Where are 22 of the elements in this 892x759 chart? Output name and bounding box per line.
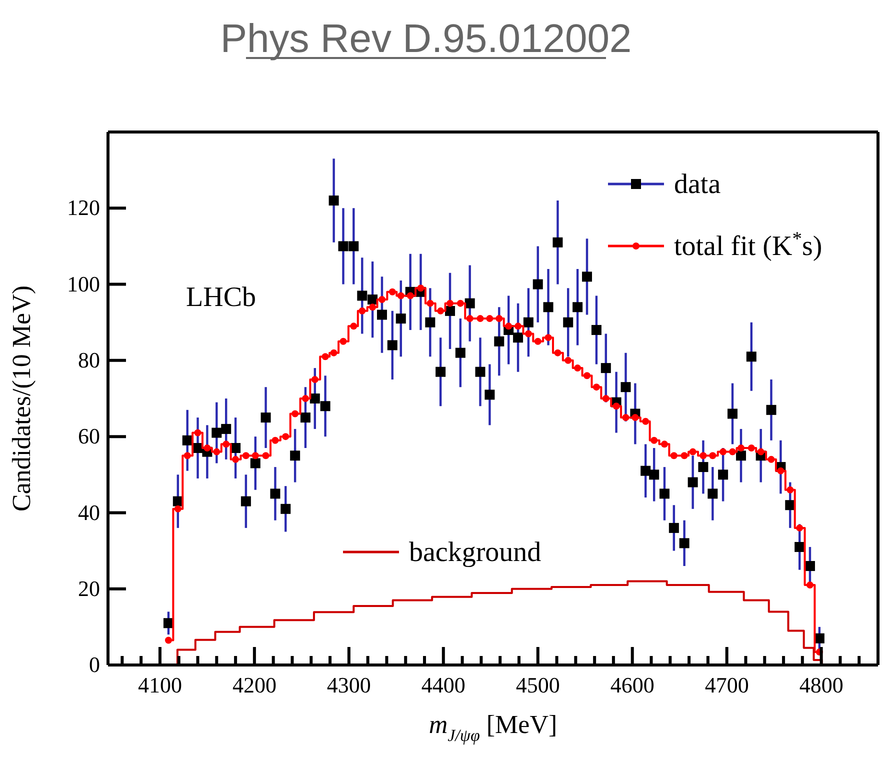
y-tick-label: 60 [78,424,100,449]
y-tick-label: 20 [78,576,100,601]
y-tick-label: 100 [67,271,100,296]
y-tick-label: 0 [89,652,100,678]
x-tick-label: 4500 [516,672,560,698]
x-tick-label: 4300 [326,672,371,698]
x-tick-label: 4800 [799,672,844,698]
x-tick-label: 4200 [232,672,276,698]
x-tick-label: 4400 [421,672,466,698]
x-tick-label: 4100 [138,672,182,698]
x-tick-label: 4700 [704,672,749,698]
x-axis-title: m$_{J/ψφ}$ [MeV] [428,710,558,745]
y-tick-label: 80 [78,347,100,372]
legend-label: data [674,169,722,200]
annotation: LHCb [186,282,256,313]
y-tick-label: 40 [78,500,100,525]
legend-label: total fit (K$^{*}$s) [674,228,822,262]
chart-title: Phys Rev D.95.012002 [220,17,632,61]
y-axis-title: Candidates/(10 MeV) [7,285,36,512]
y-tick-label: 120 [67,195,100,220]
legend-label: background [409,537,542,568]
x-tick-label: 4600 [610,672,654,698]
